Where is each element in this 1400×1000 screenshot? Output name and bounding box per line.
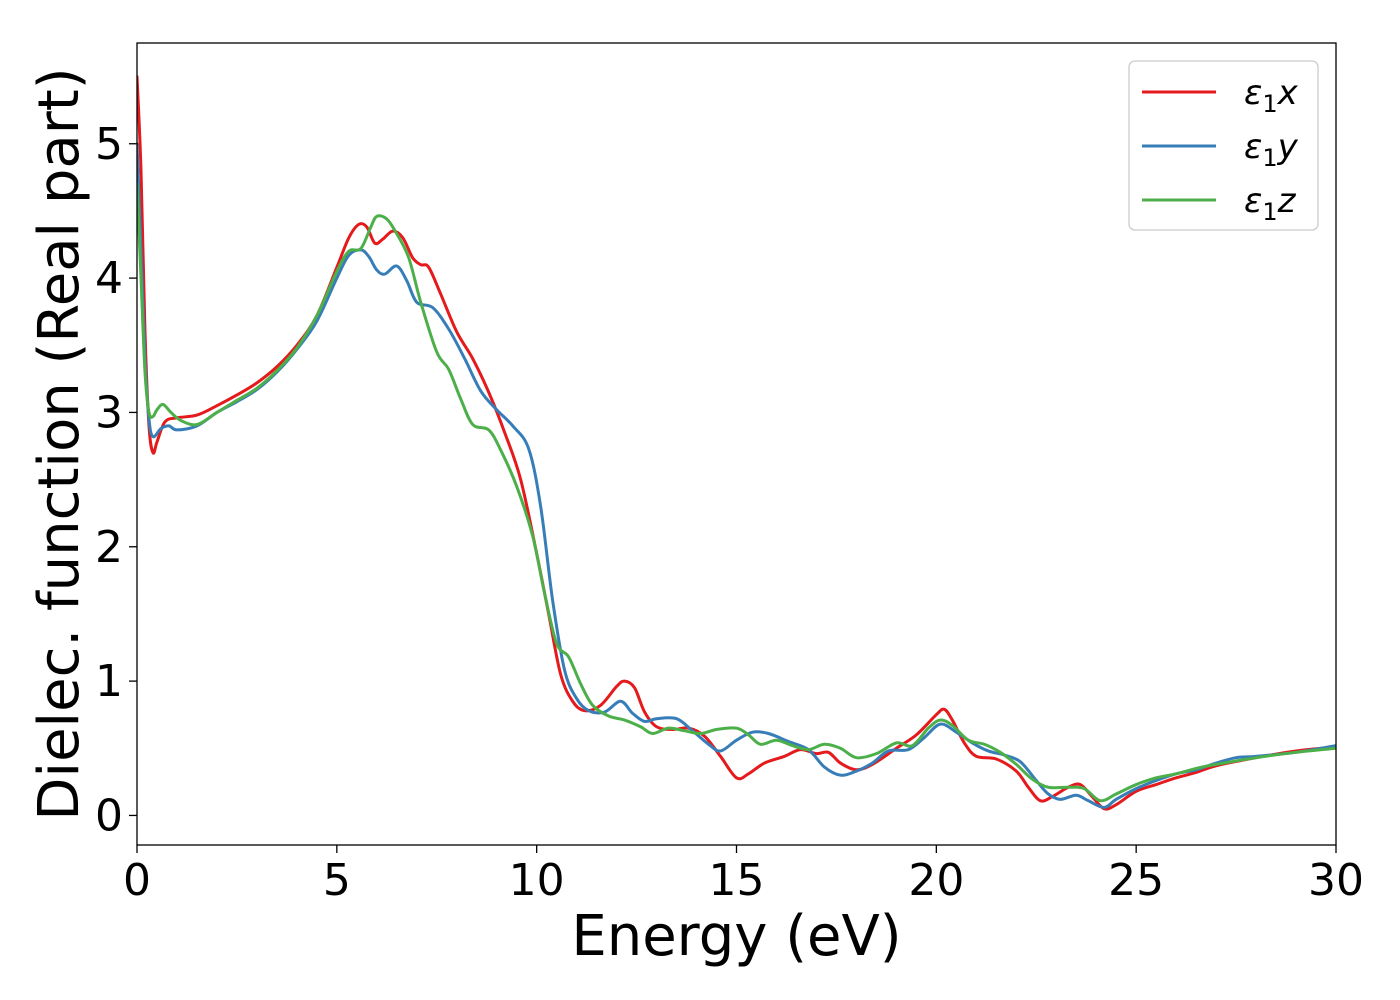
y-axis-ticks: 0 1 2 3 4 5	[95, 119, 137, 841]
series-line-y	[137, 142, 1336, 809]
legend-item-z: ε1z	[1142, 181, 1297, 226]
legend-item-y: ε1y	[1142, 127, 1299, 172]
x-tick-label: 25	[1108, 855, 1164, 906]
x-tick-label: 15	[709, 855, 765, 906]
legend-label: ε1x	[1244, 73, 1299, 118]
y-tick-label: 5	[95, 119, 123, 170]
series-line-z	[137, 182, 1336, 803]
y-tick-label: 4	[95, 253, 123, 304]
x-tick-label: 20	[908, 855, 964, 906]
x-axis-ticks: 0 5 10 15 20 25 30	[123, 845, 1364, 906]
legend-box	[1128, 60, 1319, 231]
x-tick-label: 0	[123, 855, 151, 906]
legend-label: ε1z	[1244, 181, 1297, 226]
x-tick-label: 10	[509, 855, 565, 906]
legend-label: ε1y	[1244, 127, 1299, 172]
legend-item-x: ε1x	[1142, 73, 1299, 118]
y-tick-label: 2	[95, 522, 123, 573]
y-axis-label: Dielec. function (Real part)	[27, 67, 92, 820]
series-lines	[137, 75, 1336, 811]
plot-frame	[136, 42, 1337, 846]
x-tick-label: 5	[323, 855, 351, 906]
legend: ε1x ε1y ε1z	[1128, 60, 1319, 231]
x-tick-label: 30	[1308, 855, 1364, 906]
series-line-x	[137, 75, 1336, 811]
x-axis-label: Energy (eV)	[571, 904, 901, 969]
y-tick-label: 1	[95, 656, 123, 707]
y-tick-label: 3	[95, 387, 123, 438]
y-tick-label: 0	[95, 790, 123, 841]
